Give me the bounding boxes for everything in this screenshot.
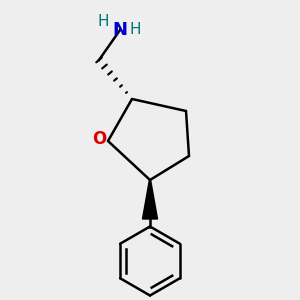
Text: H: H xyxy=(130,22,141,38)
Text: N: N xyxy=(112,21,128,39)
Polygon shape xyxy=(142,180,158,219)
Text: O: O xyxy=(92,130,107,148)
Text: H: H xyxy=(98,14,109,28)
